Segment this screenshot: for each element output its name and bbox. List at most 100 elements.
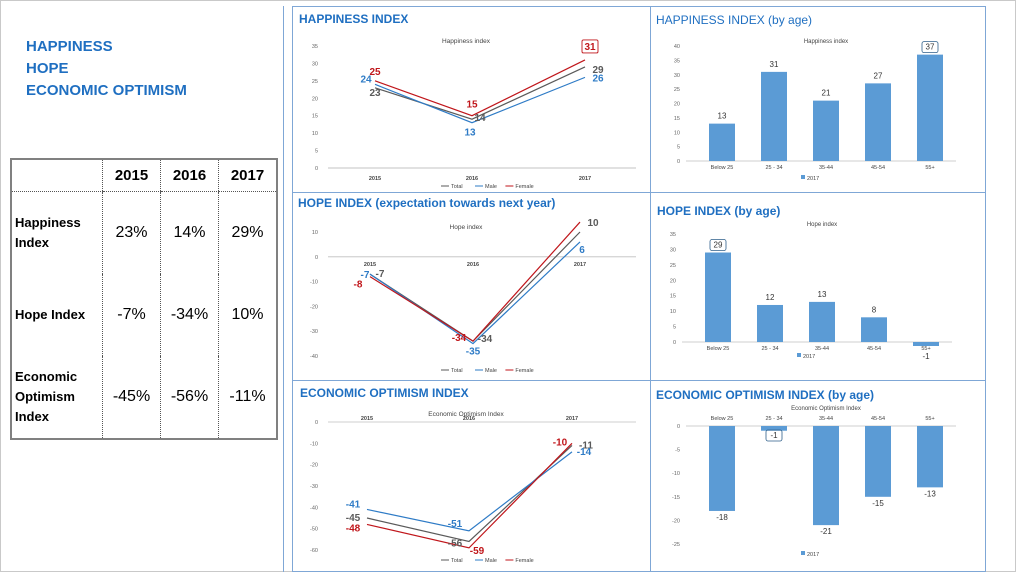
chart-happiness-age-svg: Happiness index 0 5 10 15 20 25 30 35 40 Below 25 1…: [674, 39, 956, 182]
summary-corner: [11, 159, 103, 192]
legend-label: Male: [485, 368, 497, 374]
y-tick-label: -40: [310, 354, 318, 360]
bar-value-label: 13: [718, 112, 727, 121]
summary-row-label: Hope Index: [11, 274, 103, 356]
data-label-male: 13: [464, 128, 476, 139]
x-tick-label: 45-54: [871, 165, 885, 171]
x-tick-label: 2016: [466, 176, 478, 182]
summary-row-label-line: Happiness: [15, 215, 81, 230]
y-tick-label: 0: [673, 340, 676, 346]
legend-label: 2017: [807, 552, 819, 558]
x-tick-label: 45-54: [871, 416, 885, 422]
y-tick-label: 10: [312, 230, 318, 236]
y-tick-label: 35: [670, 232, 676, 238]
chart-title-economic: ECONOMIC OPTIMISM INDEX: [300, 386, 469, 400]
y-tick-label: -50: [310, 527, 318, 533]
y-tick-label: 10: [312, 131, 318, 137]
y-tick-label: 35: [674, 58, 680, 64]
data-label-total: -45: [346, 513, 361, 524]
y-tick-label: 0: [677, 159, 680, 165]
headings-block: HAPPINESS HOPE ECONOMIC OPTIMISM: [26, 36, 187, 102]
data-label-female: 25: [369, 67, 381, 78]
legend-swatch: [797, 353, 801, 357]
data-label-total: -11: [579, 440, 593, 451]
data-label-male: 26: [592, 73, 604, 84]
bar: [865, 83, 891, 161]
summary-cell: 29%: [218, 191, 277, 274]
x-tick-label: 35-44: [815, 346, 829, 352]
chart-economic-svg: Economic Optimism Index -60 -50 -40 -30 -20 -1…: [310, 411, 636, 564]
y-tick-label: 10: [670, 309, 676, 315]
bar-value-label: -18: [716, 513, 728, 522]
chart-inner-title: Happiness index: [442, 38, 491, 45]
y-tick-label: 40: [674, 44, 680, 50]
chart-title-happiness: HAPPINESS INDEX: [299, 12, 409, 26]
bar: [761, 426, 787, 431]
y-tick-label: -5: [675, 448, 680, 454]
x-tick-label: 55+: [921, 346, 930, 352]
legend-label: Total: [451, 368, 463, 374]
data-label-male: 6: [579, 245, 585, 256]
bar-value-label: -1: [922, 352, 930, 361]
summary-cell: -45%: [102, 356, 161, 439]
series-line-total: [369, 231, 581, 342]
summary-year-header: 2017: [218, 159, 277, 192]
y-tick-label: 15: [670, 294, 676, 300]
y-tick-label: 5: [677, 145, 680, 151]
bar: [917, 426, 943, 488]
data-label-total: 14: [474, 113, 486, 124]
data-label-total: -7: [376, 269, 385, 280]
data-label-female: 15: [466, 100, 478, 111]
panel-economic-age: [650, 380, 986, 572]
y-tick-label: -20: [310, 463, 318, 469]
heading-happiness: HAPPINESS: [26, 38, 113, 55]
series-line-male: [374, 76, 586, 124]
series-line-female: [366, 442, 573, 549]
summary-cell: 23%: [102, 191, 161, 274]
x-tick-label: Below 25: [711, 165, 734, 171]
y-tick-label: -60: [310, 548, 318, 554]
legend-label: Female: [515, 368, 533, 374]
data-label-male: -51: [448, 519, 463, 530]
bar-value-label: 8: [872, 305, 877, 314]
summary-row-label-line: Index: [15, 409, 49, 424]
y-tick-label: 20: [670, 278, 676, 284]
chart-economic-age-svg: Economic Optimism Index -25 -20 -15 -10 -5 0 Be…: [672, 406, 956, 558]
summary-cell: -56%: [160, 356, 219, 439]
bar-value-label: -21: [820, 527, 832, 536]
heading-hope: HOPE: [26, 60, 69, 77]
x-tick-label: 2016: [463, 416, 475, 422]
y-tick-label: 0: [315, 166, 318, 172]
y-tick-label: 30: [674, 73, 680, 79]
summary-cell: 14%: [160, 191, 219, 274]
summary-cell: -11%: [218, 356, 277, 439]
data-label-female: -10: [553, 437, 568, 448]
x-tick-label: 25 - 34: [761, 346, 778, 352]
y-tick-label: 25: [312, 79, 318, 85]
y-tick-label: 10: [674, 130, 680, 136]
summary-row-label: Economic Optimism Index: [11, 356, 103, 439]
y-tick-label: -40: [310, 505, 318, 511]
legend-swatch: [801, 175, 805, 179]
summary-row-label-line: Optimism: [15, 389, 75, 404]
x-tick-label: Below 25: [707, 346, 730, 352]
data-label-male: -41: [346, 499, 361, 510]
chart-happiness-svg: Happiness index 0 5 10 15 20 25 30 35 2015 2016 201…: [312, 38, 636, 190]
x-tick-label: Below 25: [711, 416, 734, 422]
summary-row-label-line: Index: [15, 235, 49, 250]
data-label-female: -8: [354, 280, 363, 291]
heading-economic-optimism: ECONOMIC OPTIMISM: [26, 82, 187, 99]
y-tick-label: -20: [672, 518, 680, 524]
data-label-total: -56: [448, 538, 463, 549]
bar-value-label: 29: [714, 241, 723, 250]
data-label-male: -14: [577, 447, 592, 458]
x-tick-label: 2015: [369, 176, 381, 182]
x-tick-label: 2015: [364, 262, 376, 268]
y-tick-label: -30: [310, 484, 318, 490]
y-tick-label: 25: [670, 263, 676, 269]
summary-cell: -7%: [102, 274, 161, 356]
chart-inner-title: Happiness index: [804, 39, 848, 45]
chart-inner-title: Hope index: [807, 222, 837, 228]
bar: [865, 426, 891, 497]
